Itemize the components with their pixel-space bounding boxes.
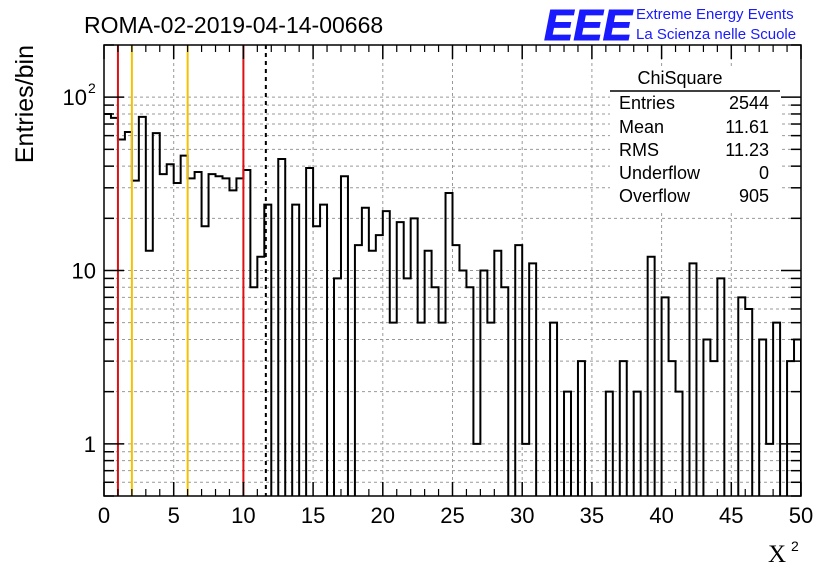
histogram-bin [139,117,146,496]
eee-logo: EEE Extreme Energy Events La Scienza nel… [544,1,797,51]
histogram-bin [404,278,411,496]
stats-rows: Entries 2544 Mean 11.61 RMS 11.23 Underf… [619,93,769,206]
histogram-bin [759,339,766,496]
histogram-bin [487,323,494,496]
histogram-bin [446,193,453,496]
x-tick-label: 5 [168,503,180,528]
y-axis-label: Entries/bin [11,45,39,163]
histogram-bin [453,245,460,496]
histogram-bin [236,178,243,496]
histogram-bin [815,361,822,496]
histogram-bin [111,118,118,496]
y-tick-label: 1 [84,432,96,457]
x-tick-label: 15 [301,503,325,528]
stats-label-rms: RMS [619,140,659,160]
histogram-bin [620,361,627,496]
histogram-bin [383,211,390,496]
x-tick-label: 20 [371,503,395,528]
x-axis-label-superscript: 2 [791,538,799,554]
histogram-bin [243,170,250,496]
histogram-bin [320,205,327,496]
stats-value-entries: 2544 [729,93,769,113]
histogram-bin [278,159,285,496]
histogram-bin [355,245,362,496]
histogram-bin [773,323,780,496]
histogram-bin [829,392,836,496]
histogram-bin [306,168,313,496]
histogram-bin [104,114,111,496]
x-tick-label: 10 [231,503,255,528]
histogram-bin [334,278,341,496]
stats-value-rms: 11.23 [725,140,769,160]
stats-box-title: ChiSquare [637,68,722,88]
histogram-bin [794,339,801,496]
x-tick-label: 35 [580,503,604,528]
logo-line-1: Extreme Energy Events [636,6,794,23]
x-tick-label: 50 [789,503,813,528]
histogram-bin [118,139,125,496]
histogram-bin [439,323,446,496]
histogram-bin [229,190,236,496]
stats-label-overflow: Overflow [619,186,691,206]
histogram-bin [550,323,557,496]
histogram-bin [160,174,167,496]
histogram-bin [376,235,383,496]
histogram-bin [480,271,487,497]
x-tick-label: 30 [510,503,534,528]
histogram-bin [710,361,717,496]
histogram-bin [216,176,223,496]
histogram-bin [662,297,669,496]
stats-value-mean: 11.61 [725,117,769,137]
stats-box-bg [610,66,780,210]
stats-label-mean: Mean [619,117,664,137]
histogram-bin [717,278,724,496]
stats-label-underflow: Underflow [619,163,701,183]
histogram-bin [341,176,348,496]
histogram-bin [181,156,188,496]
histogram-bin [222,178,229,496]
x-tick-label: 25 [440,503,464,528]
histogram-bin [738,297,745,496]
histogram-bin [195,172,202,496]
histogram-bin [257,257,264,496]
histogram-bin [397,222,404,496]
histogram-bin [515,245,522,496]
histogram-bin [459,271,466,497]
histogram-bin [411,218,418,496]
y-tick-label: 10 [63,85,87,110]
histogram-bin [188,178,195,496]
y-tick-label-superscript: 2 [88,80,96,96]
x-axis-label-text: X [768,541,786,568]
histogram-bin [362,208,369,496]
histogram-bin [703,339,710,496]
histogram-bin [292,205,299,496]
x-axis-label: X 2 [768,538,799,568]
histogram-bin [125,132,132,496]
histogram-bin [167,164,174,496]
chart-title: ROMA-02-2019-04-14-00668 [84,12,383,38]
x-tick-label: 40 [649,503,673,528]
histogram-bin [669,361,676,496]
stats-value-underflow: 0 [759,163,769,183]
x-tick-label: 0 [98,503,110,528]
histogram-bin [209,174,216,496]
logo-mark: EEE [544,1,634,50]
histogram-bin [745,309,752,496]
y-tick-label: 10 [72,259,96,284]
x-tick-label: 45 [719,503,743,528]
stats-box: ChiSquare Entries 2544 Mean 11.61 RMS 11… [610,66,780,210]
stats-value-overflow: 905 [739,186,769,206]
stats-label-entries: Entries [619,93,675,113]
histogram-bin [418,323,425,496]
histogram-bin [787,361,794,496]
threshold-lines [116,45,267,496]
histogram-bin [390,323,397,496]
histogram-bin [132,181,139,496]
logo-line-2: La Scienza nelle Scuole [636,26,796,43]
axes [103,44,802,497]
histogram-bin [578,361,585,496]
histogram-bin [648,257,655,496]
